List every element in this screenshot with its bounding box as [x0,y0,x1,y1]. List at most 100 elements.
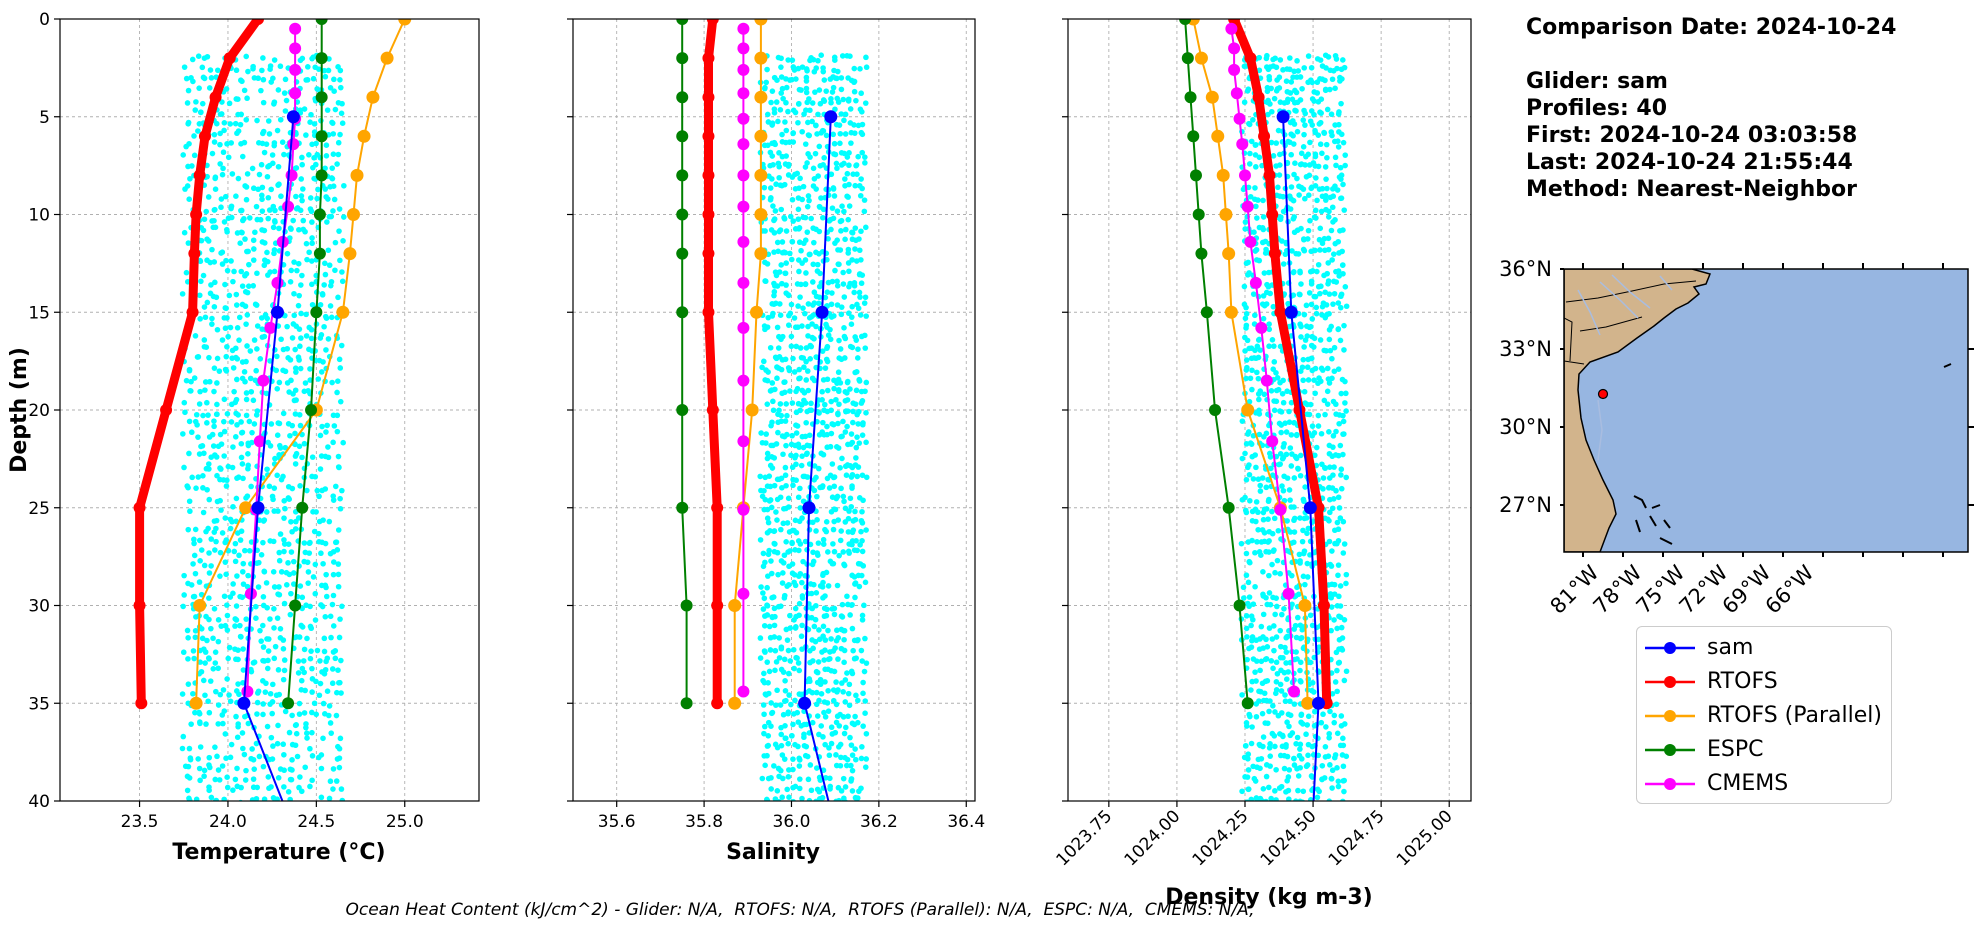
glider-scatter-point [839,53,846,59]
glider-scatter-point [861,602,867,609]
series-line-rtofs [704,19,722,704]
glider-scatter-point [1280,399,1287,406]
glider-scatter-point [1260,734,1267,740]
glider-scatter-point [775,429,781,436]
glider-scatter-point [296,784,302,791]
glider-scatter-point [203,208,210,215]
glider-scatter-point [1324,365,1331,372]
glider-scatter-point [243,396,250,403]
glider-scatter-point [223,257,229,264]
glider-scatter-point [778,64,784,70]
glider-scatter-point [297,365,304,372]
glider-scatter-point [228,214,235,221]
glider-scatter-point [810,558,817,565]
glider-scatter-point [1326,310,1332,317]
glider-scatter-point [862,345,869,351]
glider-scatter-point [793,343,800,350]
series-point-cmems [1249,276,1262,289]
glider-scatter-point [1300,356,1307,363]
glider-scatter-point [180,733,187,740]
glider-scatter-point [1297,515,1303,521]
glider-scatter-point [774,375,780,382]
glider-scatter-point [1306,172,1313,179]
glider-scatter-point [214,326,221,333]
glider-scatter-point [790,646,797,653]
glider-scatter-point [330,497,337,503]
glider-scatter-point [306,550,313,556]
glider-scatter-point [295,670,302,676]
glider-scatter-point [797,485,803,492]
glider-scatter-point [807,154,813,160]
glider-scatter-point [767,647,774,653]
glider-scatter-point [778,74,785,80]
glider-scatter-point [265,215,272,222]
glider-scatter-point [1245,751,1252,758]
glider-scatter-point [827,326,833,333]
glider-scatter-point [1322,411,1328,418]
glider-scatter-point [301,669,307,676]
glider-scatter-point [824,376,831,383]
glider-scatter-point [227,525,234,532]
glider-scatter-point [771,540,778,547]
glider-scatter-point [831,193,838,199]
glider-scatter-point [847,612,853,618]
glider-scatter-point [1279,455,1286,462]
glider-scatter-point [1317,337,1324,343]
series-point-rtofs-parallel [1301,696,1315,710]
glider-scatter-point [340,238,346,244]
glider-scatter-point [1293,455,1300,462]
comparison-info: Comparison Date: 2024-10-24​Glider: samP… [1526,14,1896,203]
glider-scatter-point [1325,260,1332,266]
glider-scatter-point [819,348,826,354]
glider-scatter-point [788,452,794,459]
glider-scatter-point [828,724,835,731]
glider-name: Glider: sam [1526,69,1668,94]
series-point-rtofs [706,404,719,416]
glider-scatter-point [304,735,310,741]
glider-scatter-point [851,78,858,85]
glider-scatter-point [261,568,268,575]
glider-scatter-point [772,667,778,674]
glider-scatter-point [293,193,299,200]
glider-scatter-point [820,206,827,213]
glider-scatter-point [822,294,829,301]
glider-scatter-point [207,678,214,684]
glider-scatter-point [1295,68,1302,74]
series-line-rtofs [135,19,262,704]
glider-scatter-point [1297,472,1304,479]
glider-scatter-point [791,369,798,375]
glider-scatter-point [845,310,852,317]
glider-scatter-point [186,795,192,801]
series-point-espc [676,19,689,25]
y-tick-label: 35 [28,694,50,714]
glider-scatter-point [215,665,221,672]
series-point-rtofs [1252,91,1265,104]
glider-scatter-point [334,389,340,396]
glider-scatter-point [771,216,778,222]
glider-scatter-point [841,208,847,215]
legend-label-cmems: CMEMS [1707,771,1789,796]
glider-scatter-point [825,235,831,242]
glider-scatter-point [186,450,192,457]
glider-scatter-point [211,131,218,138]
glider-scatter-point [1323,302,1330,308]
glider-scatter-point [780,711,787,718]
glider-scatter-point [1279,390,1286,397]
glider-scatter-point [778,767,784,774]
glider-scatter-point [852,713,858,720]
glider-scatter-point [858,647,865,654]
glider-scatter-point [764,261,771,267]
glider-scatter-point [796,185,802,191]
glider-scatter-point [1287,206,1294,212]
glider-scatter-point [299,594,306,601]
glider-scatter-point [258,638,264,644]
glider-scatter-point [1288,184,1295,190]
glider-scatter-point [828,740,835,747]
x-tick-label: 1024.00 [1121,806,1185,870]
glider-scatter-point [299,454,305,461]
glider-scatter-point [272,455,278,462]
glider-scatter-point [1311,98,1317,104]
glider-scatter-point [800,558,806,565]
glider-scatter-point [323,153,330,159]
